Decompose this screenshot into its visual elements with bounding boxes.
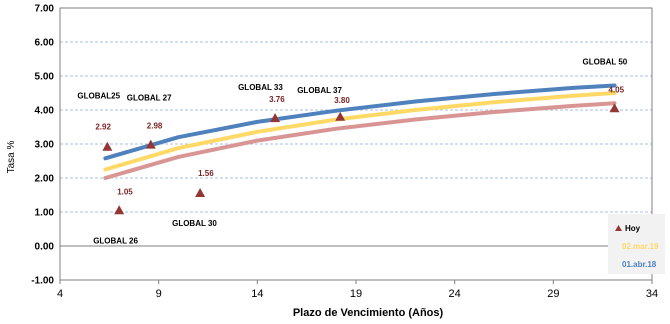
- point-marker: [335, 111, 346, 121]
- legend-hoy-label: Hoy: [625, 224, 641, 233]
- mar19-curve: [103, 91, 617, 172]
- x-tick-label: 34: [646, 288, 658, 300]
- point-name-label: GLOBAL 50: [583, 57, 628, 66]
- x-axis-title: Plazo de Vencimiento (Años): [293, 307, 444, 319]
- point-value-label: 3.80: [334, 96, 350, 105]
- y-tick-label: 1.00: [35, 208, 55, 219]
- data-markers: [102, 103, 620, 215]
- point-value-label: 1.56: [198, 169, 214, 178]
- point-marker: [114, 205, 125, 215]
- abr18-curve: [103, 83, 617, 161]
- point-marker: [102, 141, 113, 151]
- legend-box: [608, 214, 665, 274]
- x-tick-label: 9: [156, 288, 162, 300]
- hoy-curve: [103, 101, 617, 180]
- legend-abr18-label: 01.abr.18: [622, 260, 657, 269]
- point-marker: [145, 139, 156, 149]
- point-name-label: GLOBAL 30: [172, 219, 217, 228]
- point-value-label: 3.76: [269, 95, 285, 104]
- y-axis-ticks: -1.00 0.00 1.00 2.00 3.00 4.00 5.00 6.00 7.00: [31, 4, 54, 287]
- point-name-label: GLOBAL25: [77, 92, 120, 101]
- point-value-label: 2.98: [147, 122, 163, 131]
- point-name-label: GLOBAL 26: [93, 236, 138, 245]
- x-tick-label: 4: [57, 288, 63, 300]
- y-tick-label: 5.00: [35, 72, 55, 83]
- point-name-label: GLOBAL 33: [238, 83, 283, 92]
- x-tick-label: 29: [547, 288, 559, 300]
- series-lines: [103, 83, 617, 180]
- y-axis-title: Tasa %: [6, 140, 17, 173]
- point-marker: [195, 187, 206, 197]
- y-tick-label: 0.00: [35, 242, 55, 253]
- point-marker: [270, 113, 281, 123]
- point-name-label: GLOBAL 37: [297, 86, 342, 95]
- point-labels: 2.92 GLOBAL25 1.05 GLOBAL 26 2.98 GLOBAL 27 1.…: [77, 57, 627, 245]
- legend-mar19-label: 02.mar.19: [622, 242, 659, 251]
- y-tick-label: 4.00: [35, 106, 55, 117]
- y-tick-label: -1.00: [31, 276, 54, 287]
- y-tick-label: 7.00: [35, 4, 55, 15]
- point-value-label: 4.05: [609, 85, 625, 94]
- x-tick-label: 24: [449, 288, 461, 300]
- legend: Hoy 02.mar.19 01.abr.18: [608, 214, 665, 274]
- y-tick-label: 3.00: [35, 140, 55, 151]
- point-name-label: GLOBAL 27: [127, 94, 172, 103]
- legend-hoy-marker: [615, 225, 622, 231]
- point-marker: [609, 103, 620, 113]
- point-value-label: 1.05: [117, 187, 133, 196]
- y-tick-label: 2.00: [35, 174, 55, 185]
- y-tick-label: 6.00: [35, 38, 55, 49]
- x-axis-ticks: 4 9 14 19 24 29 34: [57, 280, 658, 300]
- x-tick-label: 19: [350, 288, 362, 300]
- point-value-label: 2.92: [95, 123, 111, 132]
- x-tick-label: 14: [251, 288, 263, 300]
